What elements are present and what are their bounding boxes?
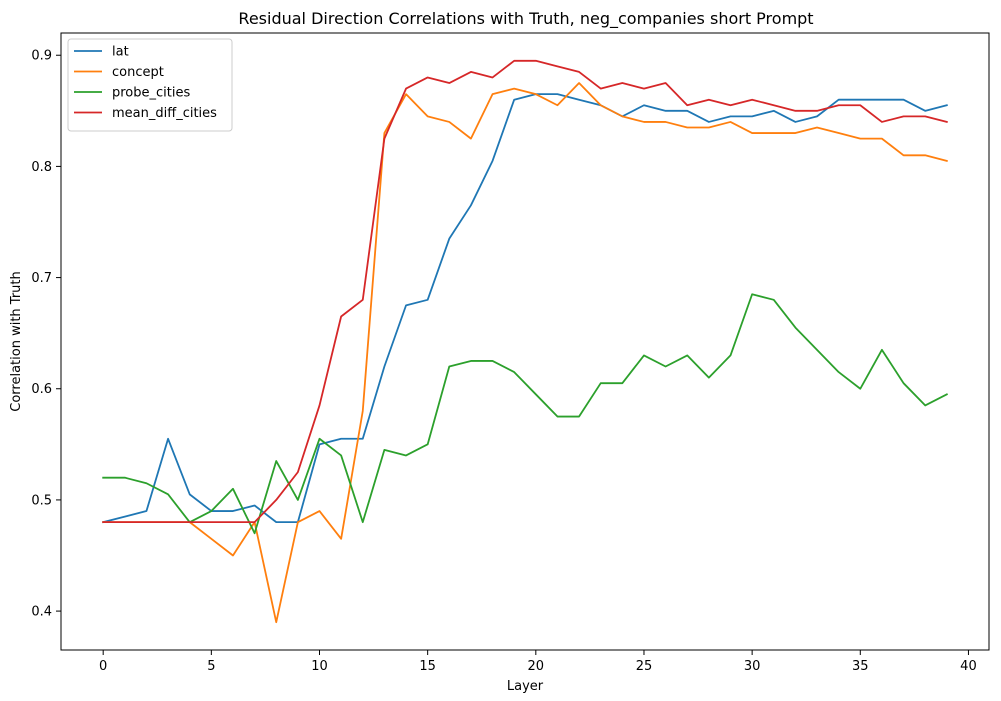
legend: lat concept probe_cities mean_diff_cities (67, 38, 233, 132)
legend-entry-concept: concept (74, 65, 164, 80)
legend-label: lat (112, 45, 129, 60)
legend-label: concept (112, 65, 164, 80)
legend-label: mean_diff_cities (112, 106, 217, 121)
y-tick-label: 0.7 (31, 271, 52, 286)
x-tick-label: 25 (636, 659, 653, 674)
legend-label: probe_cities (112, 86, 190, 101)
series-line-lat (102, 93, 948, 524)
y-tick-label: 0.4 (31, 605, 52, 620)
x-axis-label: Layer (507, 679, 544, 694)
series-line-probe-cities (102, 293, 949, 535)
legend-entry-mean-diff-cities: mean_diff_cities (74, 106, 217, 121)
x-tick-label: 35 (852, 659, 869, 674)
x-tick-label: 30 (744, 659, 761, 674)
y-tick-label: 0.5 (31, 493, 52, 508)
y-axis: 0.4 0.5 0.6 0.7 0.8 0.9 (31, 49, 61, 620)
plot-area (60, 32, 990, 651)
legend-entry-lat: lat (74, 45, 129, 60)
x-axis: 0 5 10 15 20 25 30 35 40 (99, 650, 977, 674)
plot-frame (60, 32, 990, 651)
y-tick-label: 0.8 (31, 160, 52, 175)
legend-box (67, 38, 233, 132)
y-tick-label: 0.9 (31, 49, 52, 64)
x-tick-label: 0 (99, 659, 107, 674)
legend-entry-probe-cities: probe_cities (74, 86, 190, 101)
chart-title: Residual Direction Correlations with Tru… (238, 9, 813, 29)
x-tick-label: 40 (960, 659, 977, 674)
series-line-mean-diff-cities (102, 59, 948, 524)
x-tick-label: 10 (311, 659, 328, 674)
x-tick-label: 5 (207, 659, 215, 674)
y-tick-label: 0.6 (31, 382, 52, 397)
y-axis-label: Correlation with Truth (9, 271, 24, 411)
x-tick-label: 15 (419, 659, 436, 674)
series-line-concept (102, 82, 948, 624)
x-tick-label: 20 (528, 659, 545, 674)
series-layer (102, 59, 949, 624)
